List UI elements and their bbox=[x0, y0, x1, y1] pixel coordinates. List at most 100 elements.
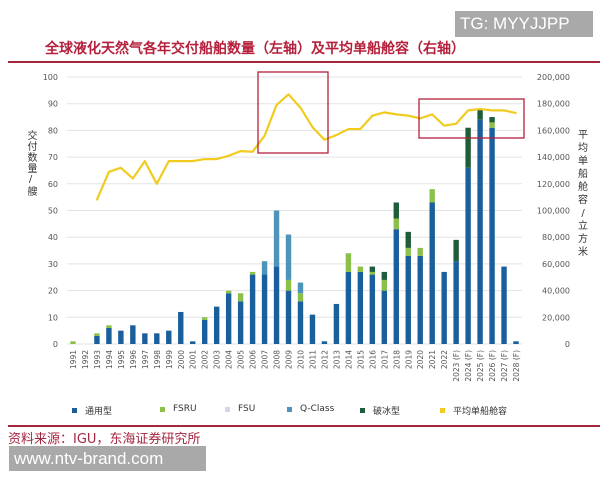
line-point bbox=[359, 128, 362, 130]
legend-label: 平均单船舱容 bbox=[453, 407, 508, 417]
bar-FSRU bbox=[237, 293, 244, 302]
y-tick-label: 70 bbox=[48, 153, 58, 162]
y2-tick-label: 160,000 bbox=[537, 126, 570, 135]
y2-tick-label: 60,000 bbox=[542, 260, 570, 269]
watermark-top: TG: MYYJJPP bbox=[455, 11, 593, 37]
line-point bbox=[491, 109, 493, 112]
line-point bbox=[108, 170, 110, 173]
y-tick-label: 90 bbox=[48, 100, 58, 109]
legend-label: FSRU bbox=[173, 404, 197, 414]
y-tick-label: 20 bbox=[48, 287, 58, 296]
bar-破冰型 bbox=[393, 202, 399, 219]
chart-plot: 0 10 20 30 40 50 60 70 80 90 100 0 20,000 40,000 60,00… bbox=[43, 71, 588, 382]
bar-FSRU bbox=[369, 271, 376, 275]
bar-FSRU bbox=[357, 266, 364, 272]
bar-FSRU bbox=[429, 189, 435, 203]
x-tick-label: 2005 bbox=[237, 350, 246, 369]
x-tick-label: 2001 bbox=[189, 350, 198, 369]
bar-通用型 bbox=[501, 266, 507, 344]
bar-通用型 bbox=[357, 271, 364, 344]
line-point bbox=[407, 114, 410, 117]
bar-破冰型 bbox=[453, 239, 459, 262]
y2-tick-label: 100,000 bbox=[537, 207, 570, 216]
source-divider bbox=[8, 425, 600, 427]
y2-tick-label: 80,000 bbox=[542, 233, 570, 242]
title-divider bbox=[8, 61, 600, 63]
bar-通用型 bbox=[249, 274, 256, 344]
highlight-box-2008 bbox=[257, 71, 329, 154]
line-point bbox=[191, 160, 194, 162]
x-tick-label: 2003 bbox=[213, 350, 222, 369]
legend-swatch bbox=[360, 408, 365, 413]
chart-title: 全球液化天然气各年交付船舶数量（左轴）及平均单船舱容（右轴） bbox=[45, 41, 465, 57]
legend-label: FSU bbox=[238, 404, 256, 414]
x-tick-label: 2024 (F) bbox=[464, 350, 473, 382]
x-tick-label: 1995 bbox=[117, 350, 126, 369]
bar-通用型 bbox=[453, 261, 459, 344]
line-point bbox=[263, 134, 266, 137]
y-tick-label: 60 bbox=[48, 180, 58, 189]
line-point bbox=[96, 199, 98, 201]
bar-通用型 bbox=[130, 325, 136, 344]
y2-tick-label: 0 bbox=[565, 340, 570, 349]
bar-通用型 bbox=[225, 293, 232, 344]
bar-通用型 bbox=[154, 333, 160, 344]
y2-tick-label: 200,000 bbox=[537, 73, 570, 82]
line-point bbox=[311, 126, 314, 128]
bar-通用型 bbox=[393, 229, 399, 344]
bar-破冰型 bbox=[405, 231, 411, 248]
x-tick-label: 2022 bbox=[440, 350, 449, 369]
line-point bbox=[503, 109, 505, 112]
bar-通用型 bbox=[489, 127, 495, 344]
x-tick-label: 1996 bbox=[129, 350, 138, 369]
line-point bbox=[299, 106, 302, 109]
y-tick-label: 80 bbox=[48, 126, 58, 135]
legend-item: FSRU bbox=[160, 404, 197, 414]
x-tick-label: 2016 bbox=[368, 350, 377, 369]
line-point bbox=[467, 109, 469, 112]
y2-tick-label: 140,000 bbox=[537, 153, 570, 162]
x-tick-label: 2015 bbox=[356, 350, 365, 369]
x-tick-label: 2021 bbox=[428, 350, 437, 369]
bar-Q-Class bbox=[297, 282, 304, 294]
bar-通用型 bbox=[201, 319, 208, 344]
x-tick-label: 2010 bbox=[296, 350, 305, 369]
bar-通用型 bbox=[369, 274, 376, 344]
bar-通用型 bbox=[477, 119, 483, 344]
line-point bbox=[251, 150, 254, 153]
x-tick-label: 2026 (F) bbox=[488, 350, 497, 382]
bar-FSRU bbox=[285, 279, 292, 291]
bar-通用型 bbox=[417, 255, 423, 344]
bar-破冰型 bbox=[489, 117, 495, 123]
bar-破冰型 bbox=[477, 109, 483, 120]
line-point bbox=[419, 117, 422, 120]
x-tick-label: 2017 bbox=[380, 350, 389, 369]
bar-通用型 bbox=[273, 266, 280, 344]
line-point bbox=[515, 112, 517, 114]
bar-FSRU bbox=[249, 271, 256, 275]
x-tick-label: 2000 bbox=[177, 350, 186, 369]
bar-通用型 bbox=[178, 311, 184, 344]
x-tick-label: 2018 bbox=[392, 350, 401, 369]
bar-通用型 bbox=[465, 167, 471, 344]
x-tick-label: 2023 (F) bbox=[452, 350, 461, 382]
bar-FSRU bbox=[489, 122, 495, 128]
x-tick-label: 2028 (F) bbox=[512, 350, 521, 382]
line-point bbox=[455, 122, 457, 125]
bar-FSRU bbox=[94, 333, 100, 336]
x-tick-label: 2002 bbox=[201, 350, 210, 369]
bar-通用型 bbox=[142, 333, 148, 344]
line-point bbox=[120, 166, 122, 169]
bar-通用型 bbox=[190, 341, 196, 344]
line-point bbox=[371, 114, 374, 117]
y2-axis-label: 平均单船舱容/立方米 bbox=[578, 130, 588, 258]
bar-通用型 bbox=[118, 330, 124, 344]
bar-通用型 bbox=[405, 255, 411, 344]
line-point bbox=[156, 183, 158, 185]
legend-item: FSU bbox=[225, 404, 255, 414]
x-tick-label: 2007 bbox=[261, 350, 270, 369]
bar-通用型 bbox=[106, 327, 112, 344]
x-tick-label: 2020 bbox=[416, 350, 425, 369]
line-avg-capacity bbox=[95, 93, 517, 201]
bar-通用型 bbox=[381, 290, 388, 344]
